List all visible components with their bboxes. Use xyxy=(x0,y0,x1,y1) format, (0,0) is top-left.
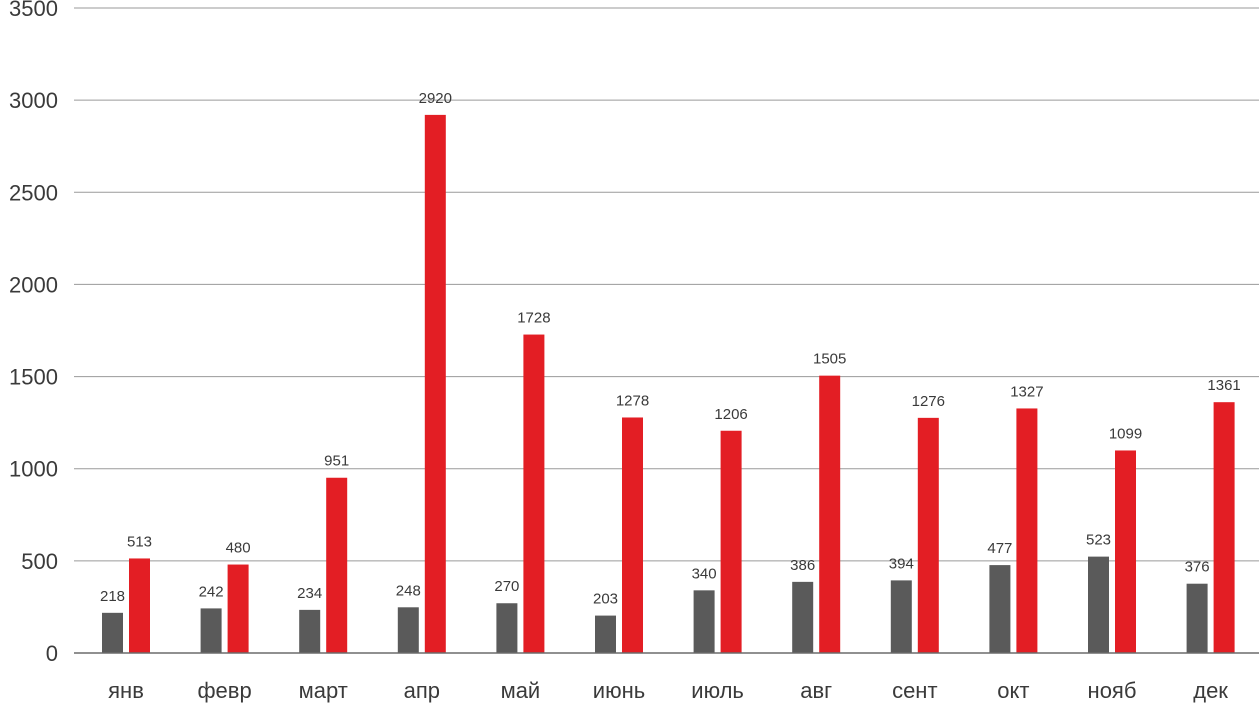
bar-value-label: 1099 xyxy=(1109,425,1142,442)
y-tick-label: 1000 xyxy=(9,457,58,482)
bar-red xyxy=(523,334,545,653)
bar-value-label: 1206 xyxy=(714,406,747,423)
bar-value-label: 2920 xyxy=(419,90,452,107)
bar-gray xyxy=(890,580,912,653)
x-tick-label: дек xyxy=(1193,678,1228,703)
bar-value-label: 340 xyxy=(692,565,717,582)
bar-gray xyxy=(102,612,123,653)
bar-value-label: 951 xyxy=(324,453,349,470)
x-tick-label: февр xyxy=(197,678,251,703)
bar-gray xyxy=(496,603,518,653)
bar-gray xyxy=(989,565,1011,653)
bar-value-label: 394 xyxy=(889,555,914,572)
bar-value-label: 1278 xyxy=(616,392,649,409)
bar-value-label: 1728 xyxy=(517,310,550,327)
bar-gray xyxy=(595,615,616,653)
x-tick-label: март xyxy=(299,678,348,703)
bar-red xyxy=(326,477,348,653)
bar-red xyxy=(917,417,939,653)
y-tick-label: 2500 xyxy=(9,180,58,205)
bar-gray xyxy=(792,581,814,653)
x-tick-label: апр xyxy=(404,678,440,703)
bar-value-label: 513 xyxy=(127,533,152,550)
bar-value-label: 203 xyxy=(593,591,618,608)
bar-gray xyxy=(1186,583,1208,653)
bar-red xyxy=(1115,450,1136,653)
bar-value-label: 1361 xyxy=(1207,377,1240,394)
bars-layer xyxy=(102,114,1235,653)
bar-value-label: 1276 xyxy=(912,393,945,410)
axis-layer: 0 500 1000 1500 2000 2500 3000 3500 янв февр март а… xyxy=(9,0,1259,703)
y-tick-label: 3000 xyxy=(9,88,58,113)
y-tick-label: 2000 xyxy=(9,272,58,297)
x-tick-label: сент xyxy=(892,678,937,703)
bar-value-label: 523 xyxy=(1086,532,1111,549)
bar-red xyxy=(1213,402,1235,653)
bar-red xyxy=(1016,408,1038,653)
x-tick-label: май xyxy=(501,678,541,703)
bar-value-label: 270 xyxy=(494,578,519,595)
bar-red xyxy=(424,114,446,653)
bar-red xyxy=(819,375,841,653)
bar-value-label: 386 xyxy=(790,557,815,574)
x-tick-label: нояб xyxy=(1088,678,1137,703)
bar-gray xyxy=(200,608,222,653)
bar-value-label: 248 xyxy=(396,582,421,599)
bar-red xyxy=(227,564,249,653)
bar-gray xyxy=(299,609,321,653)
bar-red xyxy=(129,558,150,653)
labels-layer: 218 513 242 480 234 951 248 2920 270 1728 203 1278 3… xyxy=(100,90,1241,608)
y-tick-label: 3500 xyxy=(9,0,58,21)
bar-red xyxy=(622,417,643,653)
bar-value-label: 218 xyxy=(100,588,125,605)
bar-red xyxy=(720,430,742,653)
bar-gray xyxy=(397,607,419,653)
x-tick-label: июнь xyxy=(593,678,645,703)
grid-layer xyxy=(74,7,1259,562)
y-tick-label: 0 xyxy=(46,641,58,666)
x-tick-label: янв xyxy=(108,678,144,703)
bar-value-label: 477 xyxy=(987,540,1012,557)
y-tick-label: 1500 xyxy=(9,365,58,390)
bar-value-label: 234 xyxy=(297,585,322,602)
bar-gray xyxy=(693,590,715,653)
y-tick-label: 500 xyxy=(21,549,58,574)
bar-value-label: 1505 xyxy=(813,351,846,368)
x-tick-label: июль xyxy=(691,678,744,703)
bar-gray xyxy=(1088,556,1109,653)
bar-value-label: 480 xyxy=(226,540,251,557)
bar-value-label: 376 xyxy=(1185,559,1210,576)
x-tick-label: окт xyxy=(997,678,1029,703)
x-tick-label: авг xyxy=(800,678,832,703)
bar-value-label: 1327 xyxy=(1010,383,1043,400)
bar-value-label: 242 xyxy=(199,583,224,600)
